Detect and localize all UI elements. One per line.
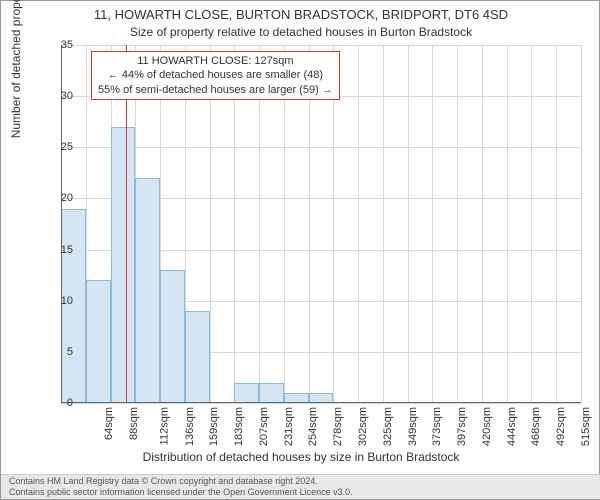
x-tick-label: 136sqm <box>184 407 196 446</box>
y-tick-label: 5 <box>43 346 73 358</box>
footer-line-2: Contains public sector information licen… <box>9 487 593 498</box>
x-tick-label: 444sqm <box>506 407 518 446</box>
attribution-footer: Contains HM Land Registry data © Crown c… <box>1 474 600 499</box>
x-tick-label: 492sqm <box>555 407 567 446</box>
gridline-v <box>408 45 409 403</box>
gridline-v <box>358 45 359 403</box>
gridline-v <box>457 45 458 403</box>
x-tick-label: 373sqm <box>431 407 443 446</box>
gridline-v <box>581 45 582 403</box>
y-tick-label: 35 <box>43 39 73 51</box>
chart-title-sub: Size of property relative to detached ho… <box>1 25 600 39</box>
info-line-2: ← 44% of detached houses are smaller (48… <box>98 68 333 82</box>
footer-line-1: Contains HM Land Registry data © Crown c… <box>9 476 593 487</box>
x-tick-label: 349sqm <box>407 407 419 446</box>
property-info-box: 11 HOWARTH CLOSE: 127sqm← 44% of detache… <box>91 51 340 100</box>
gridline-v <box>482 45 483 403</box>
x-tick-label: 420sqm <box>481 407 493 446</box>
chart-title-main: 11, HOWARTH CLOSE, BURTON BRADSTOCK, BRI… <box>1 7 600 22</box>
y-axis-label: Number of detached properties <box>9 0 23 138</box>
gridline-h <box>61 45 581 46</box>
histogram-bar <box>234 383 259 403</box>
y-tick-label: 20 <box>43 192 73 204</box>
histogram-bar <box>86 280 111 403</box>
x-tick-label: 183sqm <box>233 407 245 446</box>
x-tick-label: 254sqm <box>308 407 320 446</box>
histogram-bar <box>135 178 160 403</box>
gridline-v <box>507 45 508 403</box>
y-tick-label: 15 <box>43 244 73 256</box>
x-tick-label: 278sqm <box>332 407 344 446</box>
gridline-v <box>383 45 384 403</box>
histogram-bar <box>185 311 210 403</box>
x-tick-label: 207sqm <box>258 407 270 446</box>
info-line-1: 11 HOWARTH CLOSE: 127sqm <box>98 54 333 68</box>
histogram-bar <box>111 127 136 403</box>
info-line-3: 55% of semi-detached houses are larger (… <box>98 83 333 97</box>
y-tick-label: 25 <box>43 141 73 153</box>
x-tick-label: 112sqm <box>158 407 170 445</box>
chart-container: 11, HOWARTH CLOSE, BURTON BRADSTOCK, BRI… <box>0 0 600 500</box>
y-tick-label: 30 <box>43 90 73 102</box>
x-axis-line <box>61 402 581 403</box>
x-axis-label: Distribution of detached houses by size … <box>1 450 600 464</box>
x-tick-label: 64sqm <box>103 407 115 440</box>
x-tick-label: 88sqm <box>128 407 140 440</box>
y-tick-label: 0 <box>43 397 73 409</box>
gridline-v <box>556 45 557 403</box>
x-tick-label: 159sqm <box>209 407 221 446</box>
gridline-v <box>531 45 532 403</box>
gridline-h <box>61 147 581 148</box>
x-tick-label: 325sqm <box>382 407 394 446</box>
x-tick-label: 302sqm <box>357 407 369 446</box>
gridline-h <box>61 403 581 404</box>
histogram-bar <box>160 270 185 403</box>
x-tick-label: 468sqm <box>530 407 542 446</box>
histogram-bar <box>259 383 284 403</box>
x-tick-label: 231sqm <box>283 407 295 446</box>
gridline-v <box>432 45 433 403</box>
x-tick-label: 397sqm <box>456 407 468 446</box>
y-tick-label: 10 <box>43 295 73 307</box>
x-tick-label: 515sqm <box>580 407 592 446</box>
